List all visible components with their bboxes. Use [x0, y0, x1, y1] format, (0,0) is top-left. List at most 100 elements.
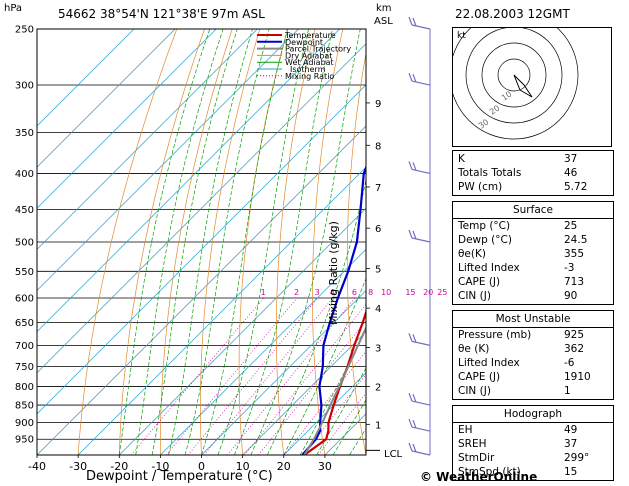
mixing-ratio-label: 15	[405, 288, 415, 297]
dry-adiabat-line	[275, 29, 316, 455]
dry-adiabat-line	[381, 29, 407, 455]
x-tick-label: 0	[198, 460, 205, 473]
mixing-ratio-line	[203, 297, 333, 455]
brand-logo: © WeatherOnline	[420, 470, 538, 484]
isotherm-line	[37, 29, 217, 209]
hodograph-trace-2	[513, 74, 533, 98]
wind-barb-flag	[412, 73, 417, 83]
wet-adiabat-line	[118, 29, 211, 455]
index-label: θe (K)	[458, 343, 490, 355]
mixing-ratio-label: 8	[368, 288, 373, 297]
km-tick-label: 8	[375, 141, 381, 152]
index-value: 713	[564, 276, 585, 288]
mixing-ratio-label: 1	[261, 288, 266, 297]
wind-barb-flag	[408, 442, 413, 452]
surface-row: Dewp (°C) 24.5	[453, 233, 613, 247]
isotherm-line	[160, 248, 366, 455]
wind-barb-flag	[408, 72, 413, 82]
index-value: -3	[564, 262, 575, 274]
isotherm-line	[37, 29, 258, 250]
mixing-ratio-line	[187, 297, 318, 455]
surface-row: CAPE (J) 713	[453, 275, 613, 289]
index-value: 299°	[564, 452, 590, 464]
wind-barb	[408, 442, 431, 456]
index-value: 15	[564, 466, 578, 478]
temperature-profile	[303, 309, 366, 455]
most-unstable-box: Most Unstable Pressure (mb) 925 θe (K) 362…	[452, 310, 614, 400]
wind-barb	[408, 229, 431, 243]
x-tick-label: -40	[28, 460, 46, 473]
parcel-trajectory	[303, 325, 366, 455]
surface-row: θe(K) 355	[453, 247, 613, 261]
surface-row: Temp (°C) 25	[453, 219, 613, 233]
index-label: CIN (J)	[458, 385, 491, 397]
station-info: 54662 38°54'N 121°38'E 97m ASL	[58, 7, 265, 21]
legend-label: Wet Adiabat	[285, 58, 334, 67]
pressure-tick-label: 450	[15, 205, 34, 216]
surface-row: Lifted Index -3	[453, 261, 613, 275]
index-value: 925	[564, 329, 585, 341]
x-tick-label: 20	[277, 460, 291, 473]
wind-barb-flag	[408, 418, 413, 428]
basic-indices-box: K 37 Totals Totals 46 PW (cm) 5.72	[452, 150, 614, 196]
wet-adiabat-line	[250, 29, 361, 455]
wind-barb	[408, 333, 431, 346]
surface-box: Surface Temp (°C) 25 Dewp (°C) 24.5 θe(K) 3…	[452, 201, 614, 305]
legend-label: Dry Adiabat	[285, 51, 332, 60]
km-tick-label: 6	[375, 224, 381, 235]
mu-row: Lifted Index -6	[453, 356, 613, 370]
index-value: 46	[564, 167, 578, 179]
index-value: 5.72	[564, 181, 588, 193]
index-label: Lifted Index	[458, 262, 520, 274]
hodo-row: SREH 37	[453, 437, 613, 451]
mixing-ratio-line	[244, 303, 366, 455]
skewt-chart: 1 2 3 4 6 8 10 15 20 2525030035040045050055060065…	[15, 16, 447, 473]
index-label: θe(K)	[458, 248, 486, 260]
pressure-tick-label: 700	[15, 341, 34, 352]
index-label: CAPE (J)	[458, 371, 501, 383]
isotherm-line	[77, 166, 366, 455]
mixing-ratio-label: 6	[352, 288, 357, 297]
datetime: 22.08.2003 12GMT	[455, 7, 570, 21]
mixing-ratio-axis-title: Mixing Ratio (g/kg)	[327, 221, 340, 325]
mu-row: CAPE (J) 1910	[453, 370, 613, 384]
km-tick-label: 1	[375, 420, 381, 431]
mixing-ratio-line	[165, 297, 298, 455]
wet-adiabat-line	[266, 177, 366, 455]
pressure-tick-label: 400	[15, 169, 34, 180]
pressure-tick-label: 900	[15, 418, 34, 429]
index-value: 1910	[564, 371, 591, 383]
legend-label: Parcel Trajectory	[285, 45, 351, 54]
dry-adiabat-line	[346, 51, 366, 455]
index-value: 49	[564, 424, 578, 436]
index-row: K 37	[453, 152, 613, 166]
hodo-row: StmDir 299°	[453, 451, 613, 465]
index-label: CAPE (J)	[458, 276, 501, 288]
wind-barb-shaft	[411, 80, 431, 86]
pressure-tick-label: 850	[15, 401, 34, 412]
pressure-tick-label: 950	[15, 435, 34, 446]
x-tick-label: -30	[69, 460, 87, 473]
wind-barb-shaft	[411, 450, 431, 456]
index-value: 24.5	[564, 234, 588, 246]
wind-barb-flag	[412, 334, 417, 343]
x-tick-label: -10	[151, 460, 169, 473]
isotherm-line	[242, 331, 366, 455]
mixing-ratio-label: 10	[381, 288, 391, 297]
pressure-unit: hPa	[4, 3, 23, 14]
wind-barb-shaft	[411, 426, 431, 432]
hodograph-frame	[452, 27, 612, 147]
isotherm-line	[37, 125, 366, 455]
legend-label: Isotherm	[290, 65, 326, 74]
indices-panel: K 37 Totals Totals 46 PW (cm) 5.72 Surface …	[452, 150, 614, 486]
wet-adiabat-line	[184, 29, 270, 455]
km-tick-label: 9	[375, 99, 381, 110]
wind-barb-flag	[412, 230, 417, 240]
wet-adiabat-line	[201, 29, 289, 455]
wind-barb-flag	[408, 16, 413, 26]
legend-label: Mixing Ratio	[285, 72, 334, 81]
dry-adiabat-line	[77, 29, 178, 455]
km-tick-label: 3	[375, 344, 381, 355]
isotherm-line	[37, 29, 176, 168]
index-value: 37	[564, 153, 578, 165]
